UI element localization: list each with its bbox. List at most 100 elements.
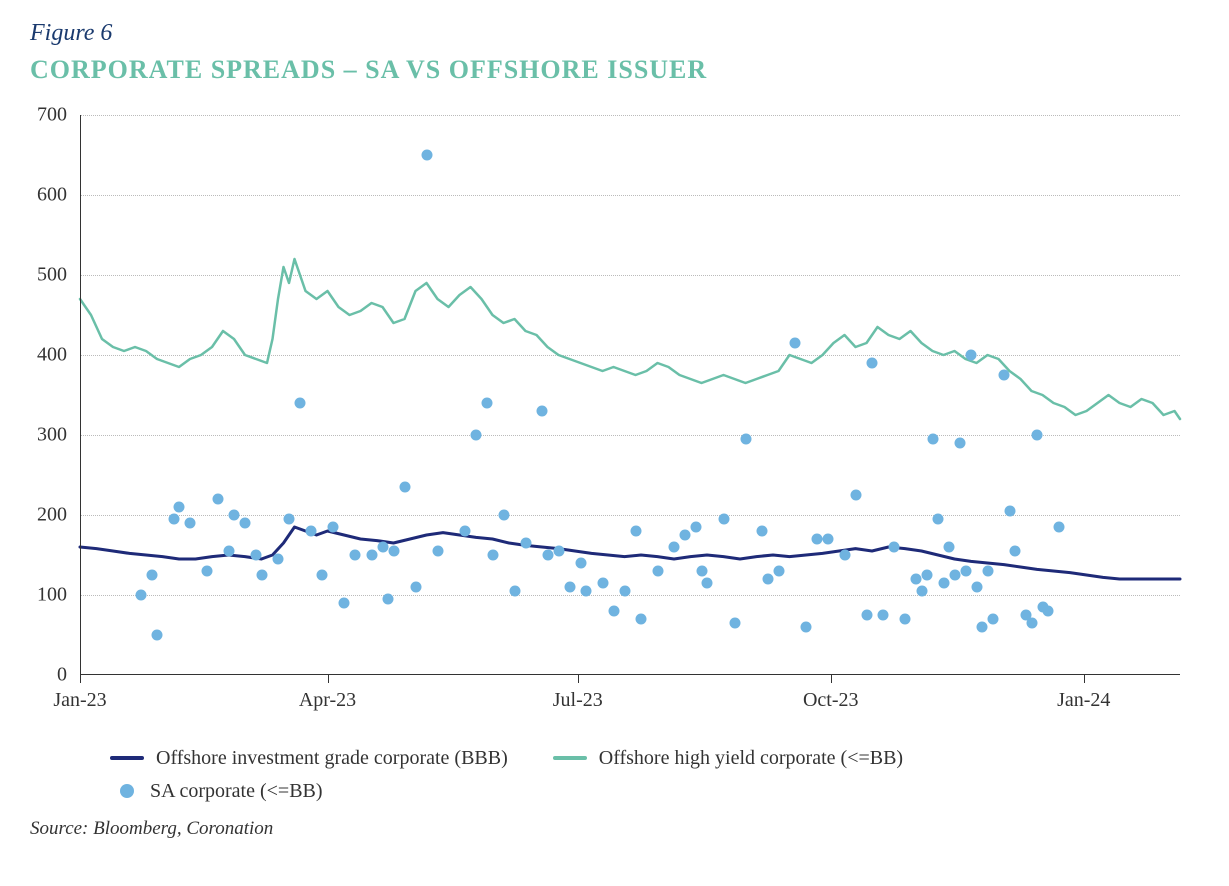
y-axis-line <box>80 115 81 675</box>
scatter-point <box>240 518 251 529</box>
scatter-point <box>306 526 317 537</box>
x-tick-label: Apr-23 <box>299 689 356 712</box>
scatter-point <box>773 566 784 577</box>
scatter-point <box>388 546 399 557</box>
scatter-point <box>537 406 548 417</box>
scatter-point <box>619 586 630 597</box>
x-tick-mark <box>578 675 579 683</box>
scatter-point <box>608 606 619 617</box>
x-axis-line <box>80 674 1180 675</box>
scatter-point <box>135 590 146 601</box>
legend-swatch-hy <box>553 756 587 760</box>
y-tick-label: 700 <box>37 104 67 127</box>
chart-title: CORPORATE SPREADS – SA VS OFFSHORE ISSUE… <box>30 55 1199 85</box>
scatter-point <box>790 338 801 349</box>
scatter-point <box>1032 430 1043 441</box>
scatter-point <box>421 150 432 161</box>
scatter-point <box>482 398 493 409</box>
scatter-point <box>251 550 262 561</box>
scatter-point <box>212 494 223 505</box>
scatter-point <box>867 358 878 369</box>
scatter-point <box>1026 618 1037 629</box>
scatter-point <box>971 582 982 593</box>
scatter-point <box>201 566 212 577</box>
scatter-point <box>669 542 680 553</box>
figure-label: Figure 6 <box>30 20 1199 47</box>
x-tick-label: Jan-24 <box>1057 689 1110 712</box>
legend-item-hy: Offshore high yield corporate (<=BB) <box>553 747 903 770</box>
scatter-point <box>174 502 185 513</box>
x-tick-label: Jan-23 <box>53 689 106 712</box>
y-axis: 0100200300400500600700 <box>30 115 75 675</box>
scatter-point <box>366 550 377 561</box>
scatter-point <box>823 534 834 545</box>
scatter-point <box>812 534 823 545</box>
y-tick-label: 600 <box>37 184 67 207</box>
scatter-point <box>878 610 889 621</box>
scatter-point <box>949 570 960 581</box>
scatter-point <box>938 578 949 589</box>
scatter-point <box>597 578 608 589</box>
legend-item-ig: Offshore investment grade corporate (BBB… <box>110 747 508 770</box>
scatter-point <box>273 554 284 565</box>
x-tick-mark <box>1084 675 1085 683</box>
scatter-point <box>966 350 977 361</box>
scatter-point <box>564 582 575 593</box>
scatter-point <box>146 570 157 581</box>
scatter-point <box>911 574 922 585</box>
scatter-point <box>861 610 872 621</box>
y-tick-label: 100 <box>37 584 67 607</box>
scatter-point <box>927 434 938 445</box>
scatter-point <box>729 618 740 629</box>
scatter-point <box>410 582 421 593</box>
scatter-point <box>520 538 531 549</box>
scatter-point <box>955 438 966 449</box>
scatter-point <box>581 586 592 597</box>
y-tick-label: 0 <box>57 664 67 687</box>
source-text: Source: Bloomberg, Coronation <box>30 818 1199 840</box>
x-tick-label: Jul-23 <box>553 689 603 712</box>
scatter-point <box>691 522 702 533</box>
scatter-point <box>988 614 999 625</box>
scatter-point <box>575 558 586 569</box>
legend-swatch-ig <box>110 756 144 760</box>
scatter-point <box>487 550 498 561</box>
legend-label-hy: Offshore high yield corporate (<=BB) <box>599 747 903 770</box>
scatter-point <box>889 542 900 553</box>
scatter-point <box>1054 522 1065 533</box>
scatter-point <box>801 622 812 633</box>
scatter-point <box>383 594 394 605</box>
scatter-point <box>223 546 234 557</box>
scatter-point <box>152 630 163 641</box>
scatter-point <box>696 566 707 577</box>
y-tick-label: 300 <box>37 424 67 447</box>
x-tick-mark <box>831 675 832 683</box>
scatter-point <box>916 586 927 597</box>
scatter-point <box>498 510 509 521</box>
scatter-point <box>471 430 482 441</box>
scatter-point <box>636 614 647 625</box>
scatter-point <box>762 574 773 585</box>
scatter-point <box>680 530 691 541</box>
scatter-point <box>1010 546 1021 557</box>
x-tick-mark <box>80 675 81 683</box>
scatter-point <box>328 522 339 533</box>
scatter-point <box>432 546 443 557</box>
scatter-point <box>982 566 993 577</box>
scatter-point <box>256 570 267 581</box>
scatter-point <box>295 398 306 409</box>
scatter-point <box>542 550 553 561</box>
x-tick-mark <box>328 675 329 683</box>
legend-swatch-sa <box>120 784 134 798</box>
legend: Offshore investment grade corporate (BBB… <box>110 743 1199 804</box>
scatter-point <box>740 434 751 445</box>
scatter-point <box>900 614 911 625</box>
y-tick-label: 500 <box>37 264 67 287</box>
scatter-point <box>460 526 471 537</box>
scatter-point <box>1043 606 1054 617</box>
scatter-point <box>652 566 663 577</box>
plot-region <box>80 115 1180 675</box>
scatter-point <box>377 542 388 553</box>
scatter-point <box>630 526 641 537</box>
y-tick-label: 400 <box>37 344 67 367</box>
